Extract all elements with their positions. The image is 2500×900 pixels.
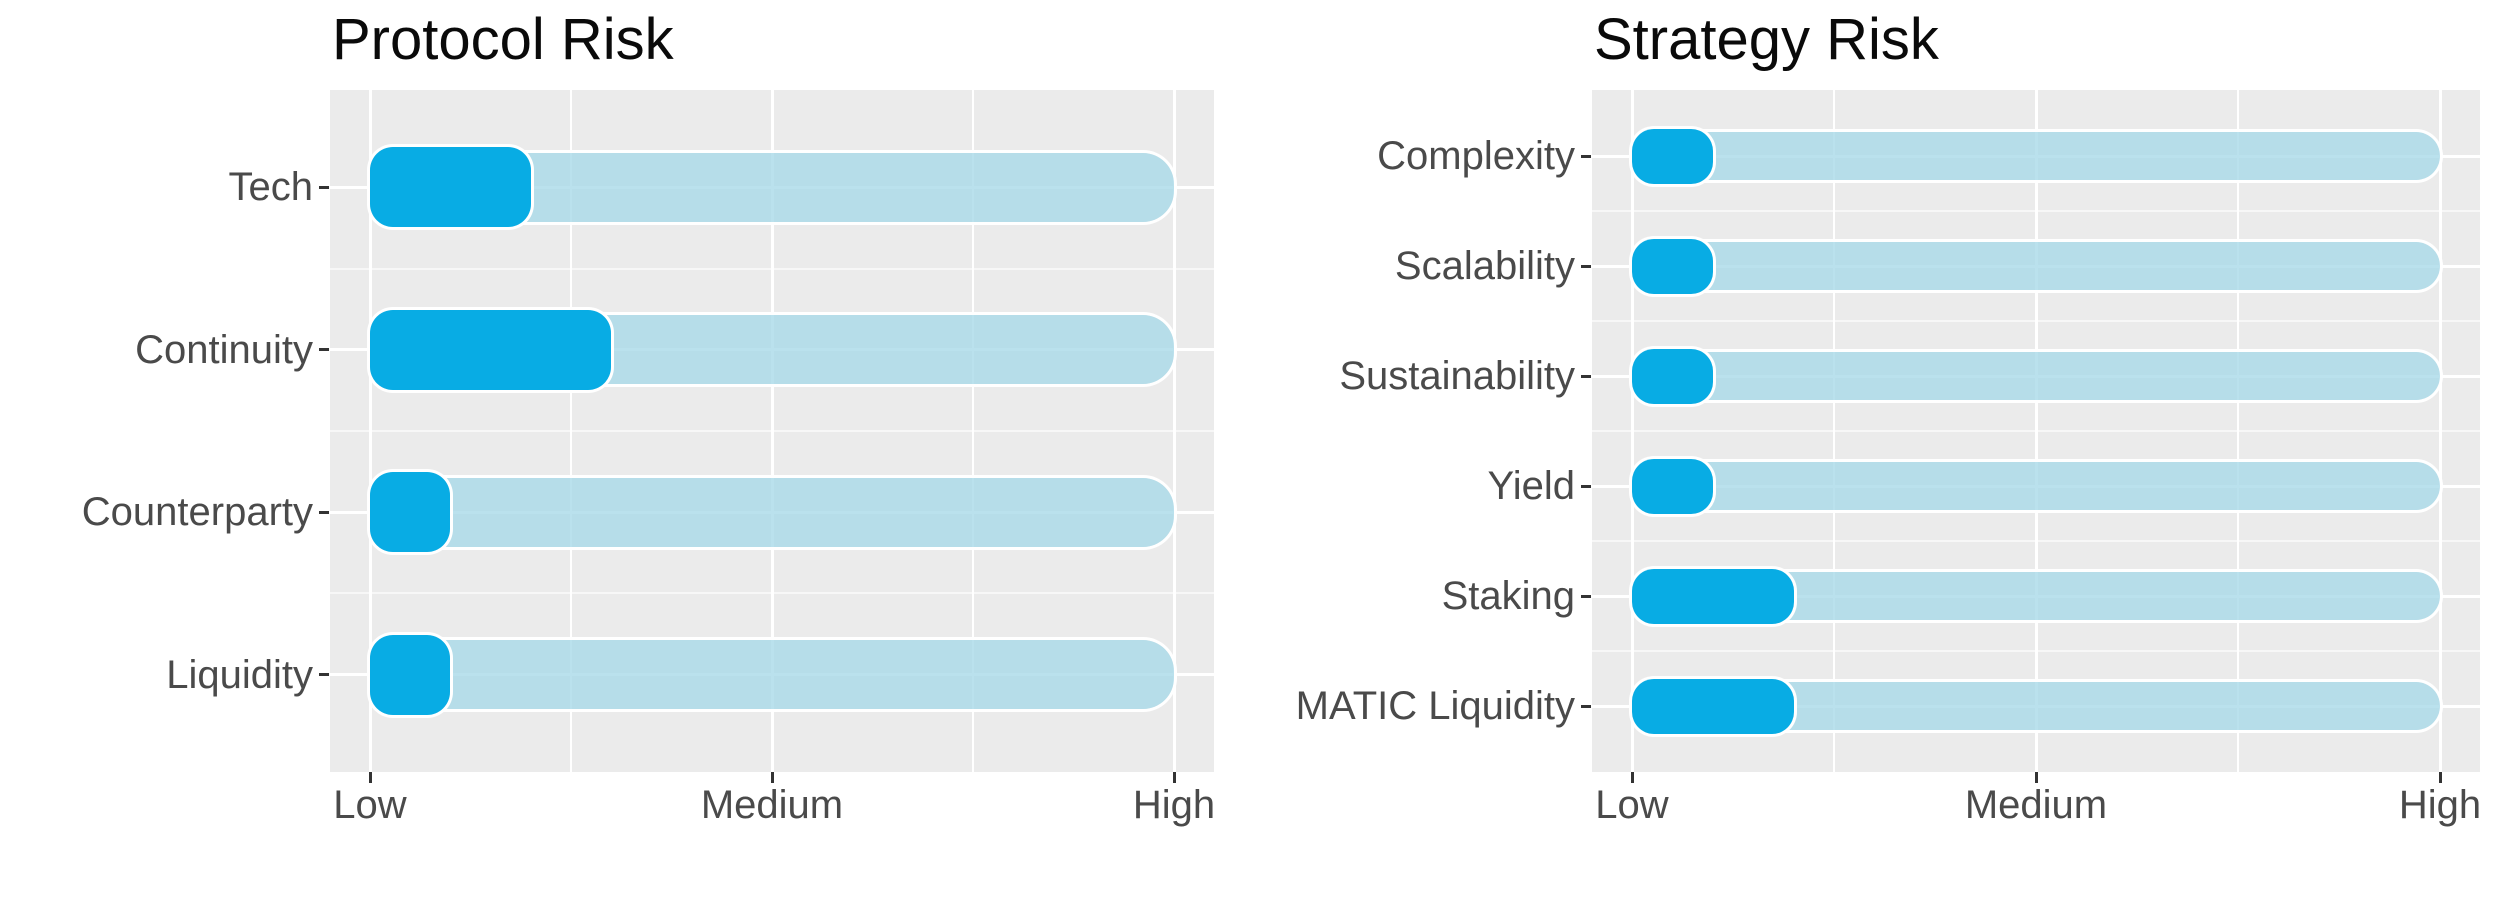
x-axis-label: Low [1595,783,1669,827]
y-axis-tick [1581,484,1591,488]
bar-track [1632,242,2440,290]
x-axis-label: Medium [700,783,844,827]
bar-value [1632,238,1713,294]
gridline-horizontal-minor [1592,430,2480,432]
y-axis-tick [1581,264,1591,268]
bar-value [1632,348,1713,404]
gridline-horizontal-minor [1592,650,2480,652]
bar-value [370,147,531,228]
gridline-horizontal-minor [330,267,1214,270]
gridline-horizontal-minor [1592,540,2480,542]
y-axis-tick [319,348,329,352]
category-label: Staking [1441,574,1575,618]
chart-title: Protocol Risk [332,7,674,72]
x-axis-tick [2438,772,2442,783]
bar-value [370,472,451,553]
category-label: MATIC Liquidity [1295,684,1575,728]
bar-value [370,634,451,715]
x-axis-tick [1172,772,1176,783]
y-axis-tick [319,510,329,514]
x-axis-label: High [2398,783,2482,827]
x-axis-tick [368,772,372,783]
bar-value [370,309,612,390]
category-label: Scalability [1394,244,1575,288]
category-label: Complexity [1377,134,1575,178]
y-axis-tick [1581,374,1591,378]
x-axis-label: Medium [1964,783,2108,827]
category-label: Tech [228,165,314,210]
category-label: Counterparty [81,490,313,535]
x-axis-label: High [1132,783,1216,827]
plot-panel [1592,90,2480,772]
category-label: Sustainability [1339,354,1575,398]
category-label: Continuity [135,327,313,372]
x-axis-tick [2034,772,2038,783]
y-axis-tick [319,673,329,677]
bar-value [1632,568,1794,624]
chart-title: Strategy Risk [1594,7,1939,72]
bar-value [1632,678,1794,734]
y-axis-tick [1581,154,1591,158]
bar-track [1632,132,2440,180]
bar-value [1632,128,1713,184]
bar-track [370,477,1174,547]
bar-track [370,640,1174,710]
x-axis-tick [1630,772,1634,783]
bar-value [1632,458,1713,514]
gridline-horizontal-minor [330,430,1214,432]
y-axis-tick [1581,704,1591,708]
plot-panel [330,90,1214,772]
gridline-horizontal-minor [1592,320,2480,322]
y-axis-tick [1581,594,1591,598]
category-label: Liquidity [166,652,313,697]
x-axis-label: Low [333,783,407,827]
bar-track [1632,352,2440,400]
gridline-horizontal-minor [330,592,1214,595]
category-label: Yield [1487,464,1575,508]
x-axis-tick [770,772,774,783]
bar-track [1632,462,2440,510]
y-axis-tick [319,185,329,189]
gridline-horizontal-minor [1592,210,2480,212]
